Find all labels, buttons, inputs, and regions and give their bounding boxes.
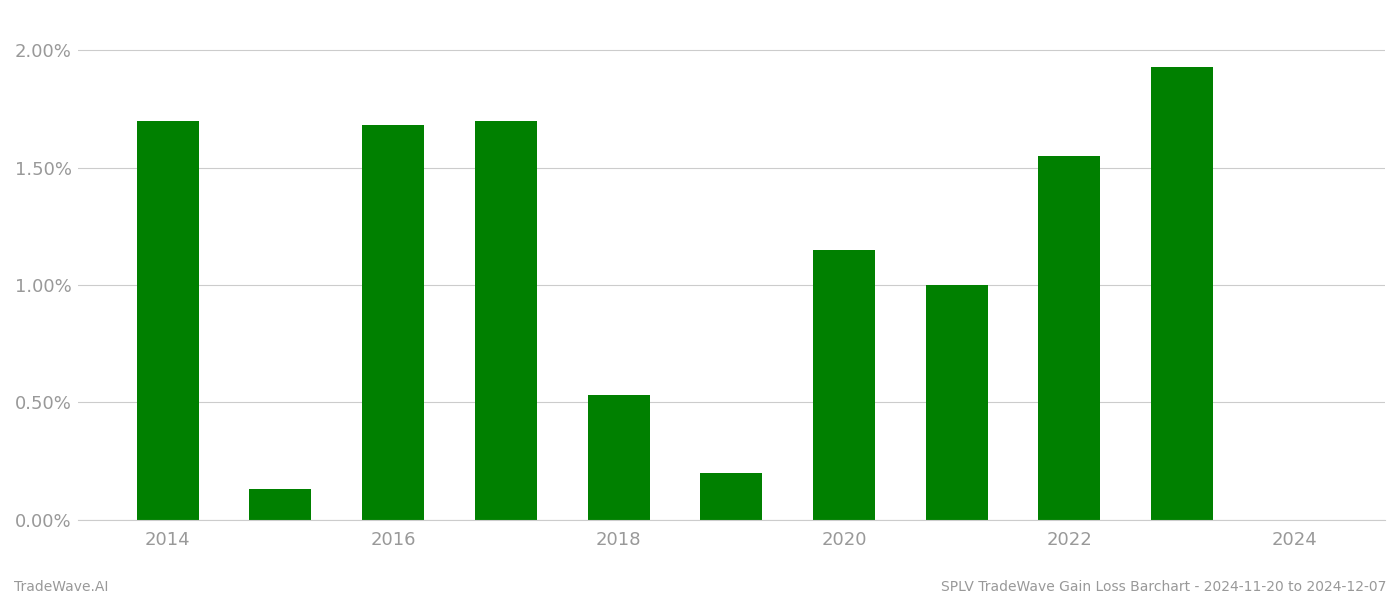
Bar	[813, 250, 875, 520]
Text: TradeWave.AI: TradeWave.AI	[14, 580, 108, 594]
Bar	[700, 473, 762, 520]
Bar	[1039, 156, 1100, 520]
Bar	[1151, 67, 1214, 520]
Bar	[588, 395, 650, 520]
Bar	[137, 121, 199, 520]
Bar	[363, 125, 424, 520]
Text: SPLV TradeWave Gain Loss Barchart - 2024-11-20 to 2024-12-07: SPLV TradeWave Gain Loss Barchart - 2024…	[941, 580, 1386, 594]
Bar	[475, 121, 536, 520]
Bar	[249, 490, 311, 520]
Bar	[925, 285, 987, 520]
